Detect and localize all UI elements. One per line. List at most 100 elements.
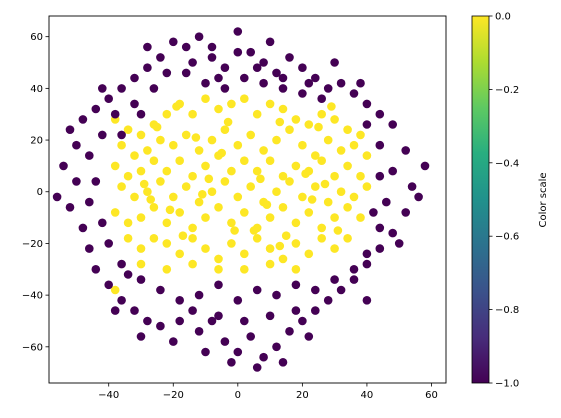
point-value-neg1 [91,177,101,186]
point-value-neg1 [369,208,378,217]
point-value-0 [320,179,330,189]
y-tick-label: −60 [22,342,43,353]
point-value-neg1 [330,58,339,67]
point-value-0 [349,140,359,150]
point-value-neg1 [362,120,372,129]
point-value-0 [240,249,249,259]
point-value-neg1 [65,125,75,134]
point-value-0 [317,109,327,119]
point-value-0 [156,177,165,186]
point-value-0 [327,102,336,111]
point-value-0 [343,125,352,134]
point-value-neg1 [291,280,301,290]
point-value-neg1 [156,53,165,62]
point-value-neg1 [110,306,120,315]
point-value-0 [311,151,320,160]
point-value-0 [143,187,152,196]
point-value-0 [252,166,262,176]
point-value-0 [362,151,372,160]
point-value-0 [262,200,272,209]
point-value-neg1 [220,84,230,93]
point-value-neg1 [375,223,385,233]
x-tick-label: −40 [98,390,119,401]
point-value-0 [285,177,294,186]
point-value-0 [323,135,333,145]
point-value-neg1 [246,332,255,341]
point-value-neg1 [278,84,288,93]
point-value-0 [259,146,268,155]
x-axis: −40 −20 0 20 40 60 [98,383,438,401]
point-value-0 [278,203,288,212]
point-value-neg1 [233,47,243,57]
point-value-neg1 [362,259,372,269]
point-value-neg1 [110,109,120,119]
point-value-0 [201,244,210,253]
point-value-0 [343,234,352,243]
point-value-0 [207,187,217,196]
point-value-neg1 [233,347,243,357]
point-value-0 [136,166,146,176]
colorbar-label: Color scale [538,172,549,227]
point-value-0 [188,223,197,233]
point-value-0 [265,213,275,222]
point-value-neg1 [136,275,146,284]
colorbar-tick-label: −1.0 [495,379,519,390]
point-value-neg1 [85,244,94,253]
point-value-neg1 [272,342,281,352]
point-value-neg1 [272,290,281,300]
point-value-neg1 [323,84,333,93]
x-tick-label: 20 [296,390,309,401]
point-value-neg1 [349,89,359,98]
point-value-0 [207,135,217,145]
colorbar-tick-label: −0.6 [495,232,519,243]
point-value-0 [256,174,265,184]
point-value-0 [252,109,262,119]
point-value-0 [304,208,314,217]
point-value-0 [317,156,327,165]
point-value-neg1 [156,285,165,295]
point-value-0 [214,254,223,264]
point-value-0 [123,171,133,181]
point-value-neg1 [220,337,230,346]
point-value-0 [291,115,301,124]
point-value-neg1 [85,197,94,207]
point-value-neg1 [259,78,268,88]
point-value-0 [175,249,184,259]
point-value-neg1 [233,296,243,305]
point-value-neg1 [207,42,217,52]
point-value-neg1 [323,296,333,305]
point-value-neg1 [104,94,113,103]
point-value-neg1 [175,296,184,305]
point-value-0 [181,130,191,140]
point-value-0 [275,117,285,127]
point-value-0 [194,197,204,207]
point-value-neg1 [272,68,281,78]
colorbar-tick-label: −0.4 [495,158,519,169]
point-value-neg1 [298,89,307,98]
point-value-neg1 [382,197,391,207]
point-value-0 [214,265,223,274]
point-value-neg1 [85,151,94,160]
point-value-0 [201,213,210,222]
point-value-neg1 [311,285,320,295]
point-value-neg1 [252,363,262,372]
x-tick-label: 40 [361,390,374,401]
colorbar-tick-label: −0.2 [495,85,519,96]
point-value-0 [249,226,259,235]
point-value-neg1 [407,182,417,191]
colorbar-tick-label: −0.8 [495,305,519,316]
point-value-0 [272,187,281,196]
point-value-0 [188,259,197,269]
point-value-neg1 [123,270,133,279]
point-value-neg1 [98,130,107,140]
point-value-0 [298,192,307,202]
point-value-neg1 [420,161,430,171]
point-value-neg1 [278,358,288,367]
x-tick-label: 60 [425,390,438,401]
point-value-0 [156,135,165,145]
point-value-neg1 [285,53,294,62]
point-value-neg1 [401,208,411,217]
point-value-0 [123,218,133,228]
point-value-0 [214,203,223,212]
point-value-neg1 [265,37,275,47]
